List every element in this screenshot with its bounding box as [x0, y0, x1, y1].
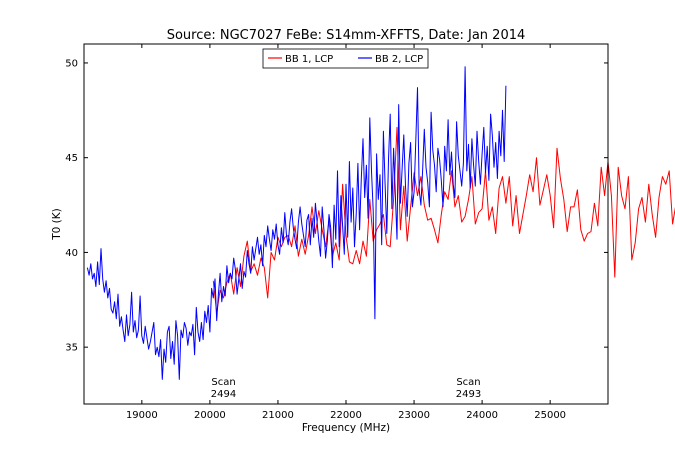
legend-label-bb1: BB 1, LCP [285, 54, 333, 65]
scan-annotation: Scan [456, 377, 480, 388]
series-line-1 [212, 126, 675, 314]
scan-annotation: 2494 [211, 389, 236, 400]
scan-annotation: Scan [211, 377, 235, 388]
y-tick-label: 50 [65, 58, 78, 69]
legend-box [262, 48, 429, 69]
y-tick-label: 40 [65, 248, 78, 259]
chart-title: Source: NGC7027 FeBe: S14mm-XFFTS, Date:… [167, 28, 526, 43]
x-tick-label: 22000 [330, 410, 362, 421]
x-tick-label: 24000 [466, 410, 498, 421]
legend: BB 1, LCP BB 2, LCP [262, 48, 429, 69]
y-tick-label: 45 [65, 153, 78, 164]
legend-label-bb2: BB 2, LCP [375, 54, 423, 65]
ticks-layer: 19000 20000 21000 22000 23000 24000 25000 35 40 4… [65, 44, 608, 421]
scan-annotation: 2493 [456, 389, 481, 400]
y-tick-label: 35 [65, 343, 78, 354]
x-tick-label: 19000 [126, 410, 158, 421]
series-line-2 [86, 66, 507, 380]
y-axis-label: T0 (K) [51, 208, 63, 241]
x-tick-label: 25000 [534, 410, 566, 421]
x-tick-label: 21000 [262, 410, 294, 421]
x-axis-label: Frequency (MHz) [302, 422, 390, 434]
series-layer [86, 66, 675, 380]
x-tick-label: 20000 [194, 410, 226, 421]
x-tick-label: 23000 [398, 410, 430, 421]
